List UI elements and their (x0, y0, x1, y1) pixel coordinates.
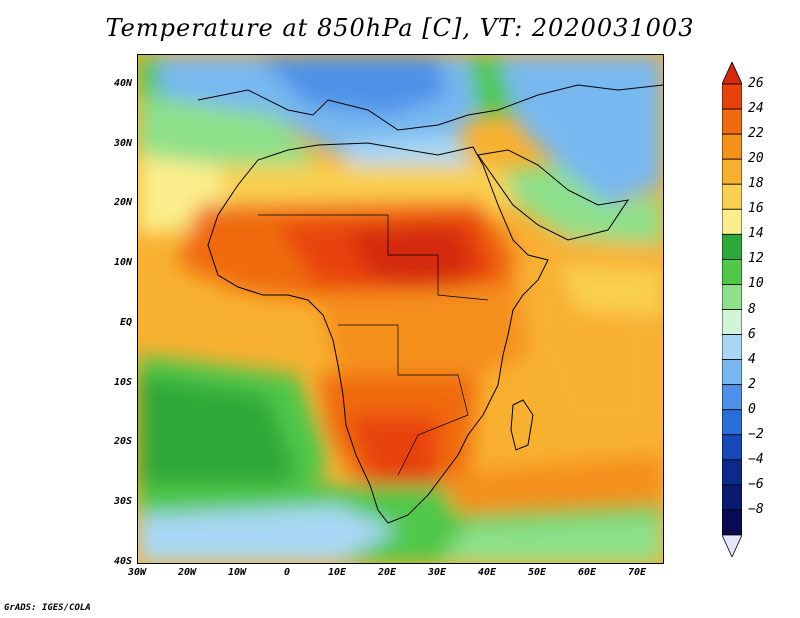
colorbar-top-arrow (722, 62, 742, 85)
colorbar-label-10: 6 (748, 326, 756, 342)
colorbar-label-4: 18 (748, 176, 764, 192)
colorbar-label-3: 20 (748, 151, 764, 167)
colorbar-label-2: 22 (748, 126, 764, 142)
colorbar-bottom-arrow (722, 534, 742, 557)
sahel-hottest-core (348, 225, 478, 287)
southern-africa-hotter (348, 415, 438, 505)
temperature-map (137, 54, 664, 564)
colorbar-label-6: 14 (748, 226, 764, 242)
longitude-tick-2: 10W (227, 567, 247, 578)
indian-ocean-pale (558, 265, 663, 315)
latitude-tick-8: 40S (113, 556, 132, 567)
central-africa-warm (318, 285, 528, 385)
colorbar-swatch-15 (722, 459, 742, 486)
colorbar-swatch-11 (722, 359, 742, 386)
colorbar-label-12: 2 (748, 376, 756, 392)
longitude-tick-8: 50E (527, 567, 547, 578)
colorbar-swatch-0 (722, 83, 742, 110)
temperature-field (138, 55, 663, 563)
colorbar-swatch-16 (722, 484, 742, 511)
colorbar-label-11: 4 (748, 351, 756, 367)
longitude-tick-10: 70E (627, 567, 647, 578)
colorbar-swatch-8 (722, 284, 742, 310)
longitude-tick-4: 10E (327, 567, 347, 578)
latitude-tick-4: EQ (119, 316, 132, 328)
colorbar-swatch-6 (722, 233, 742, 260)
colorbar-swatch-3 (722, 158, 742, 185)
latitude-tick-2: 20N (113, 197, 132, 209)
latitude-tick-3: 10N (113, 257, 132, 269)
south-indian-ocean-warm (438, 455, 663, 515)
colorbar-label-0: 26 (748, 76, 764, 91)
colorbar-swatch-1 (722, 108, 742, 135)
colorbar-label-16: −6 (748, 476, 764, 492)
software-credit: GrADS: IGES/COLA (4, 603, 91, 613)
arabia-green-area (468, 165, 663, 255)
colorbar-label-1: 24 (748, 101, 764, 117)
latitude-tick-0: 40N (113, 77, 132, 89)
colorbar-swatch-12 (722, 384, 742, 411)
map-canvas (138, 55, 663, 563)
europe-colder-area (258, 55, 448, 115)
colorbar (722, 62, 742, 557)
latitude-tick-1: 30N (113, 137, 132, 149)
colorbar-label-9: 8 (748, 301, 756, 317)
colorbar-swatch-13 (722, 409, 742, 436)
colorbar-label-14: −2 (748, 426, 764, 442)
coastlines (197, 84, 663, 524)
madagascar-coastline (510, 399, 534, 451)
latitude-tick-6: 20S (113, 436, 132, 448)
chart-title: Temperature at 850hPa [C], VT: 202003100… (105, 14, 695, 42)
colorbar-swatch-2 (722, 133, 742, 160)
longitude-tick-9: 60E (577, 567, 597, 578)
longitude-tick-0: 30W (127, 567, 147, 578)
arabia-coastline (477, 149, 630, 241)
longitude-tick-1: 20W (177, 567, 197, 578)
southern-ocean-cool-west (138, 505, 398, 563)
colorbar-label-5: 16 (748, 201, 764, 217)
colorbar-swatch-10 (722, 334, 742, 361)
colorbar-swatch-5 (722, 208, 742, 235)
colorbar-label-8: 10 (748, 276, 764, 292)
colorbar-label-13: 0 (748, 401, 756, 417)
latitude-tick-5: 10S (113, 376, 132, 388)
southern-ocean-pale-east (438, 515, 663, 563)
colorbar-swatch-17 (722, 509, 742, 536)
country-borders-north (258, 214, 489, 301)
south-atlantic-dark-green (138, 375, 298, 505)
colorbar-label-15: −4 (748, 451, 764, 467)
colorbar-swatch-14 (722, 434, 742, 461)
colorbar-swatch-7 (722, 258, 742, 285)
longitude-tick-3: 0 (283, 567, 291, 578)
colorbar-label-17: −8 (748, 501, 764, 517)
colorbar-swatch-9 (722, 309, 742, 335)
colorbar-swatch-4 (722, 183, 742, 210)
longitude-tick-5: 20E (377, 567, 397, 578)
middle-east-cold-area (498, 55, 663, 205)
latitude-tick-7: 30S (113, 496, 132, 508)
longitude-tick-7: 40E (477, 567, 497, 578)
longitude-tick-6: 30E (427, 567, 447, 578)
europe-coastline (197, 84, 663, 131)
country-borders-south (338, 324, 469, 476)
africa-coastline (207, 142, 549, 524)
colorbar-label-7: 12 (748, 251, 764, 267)
